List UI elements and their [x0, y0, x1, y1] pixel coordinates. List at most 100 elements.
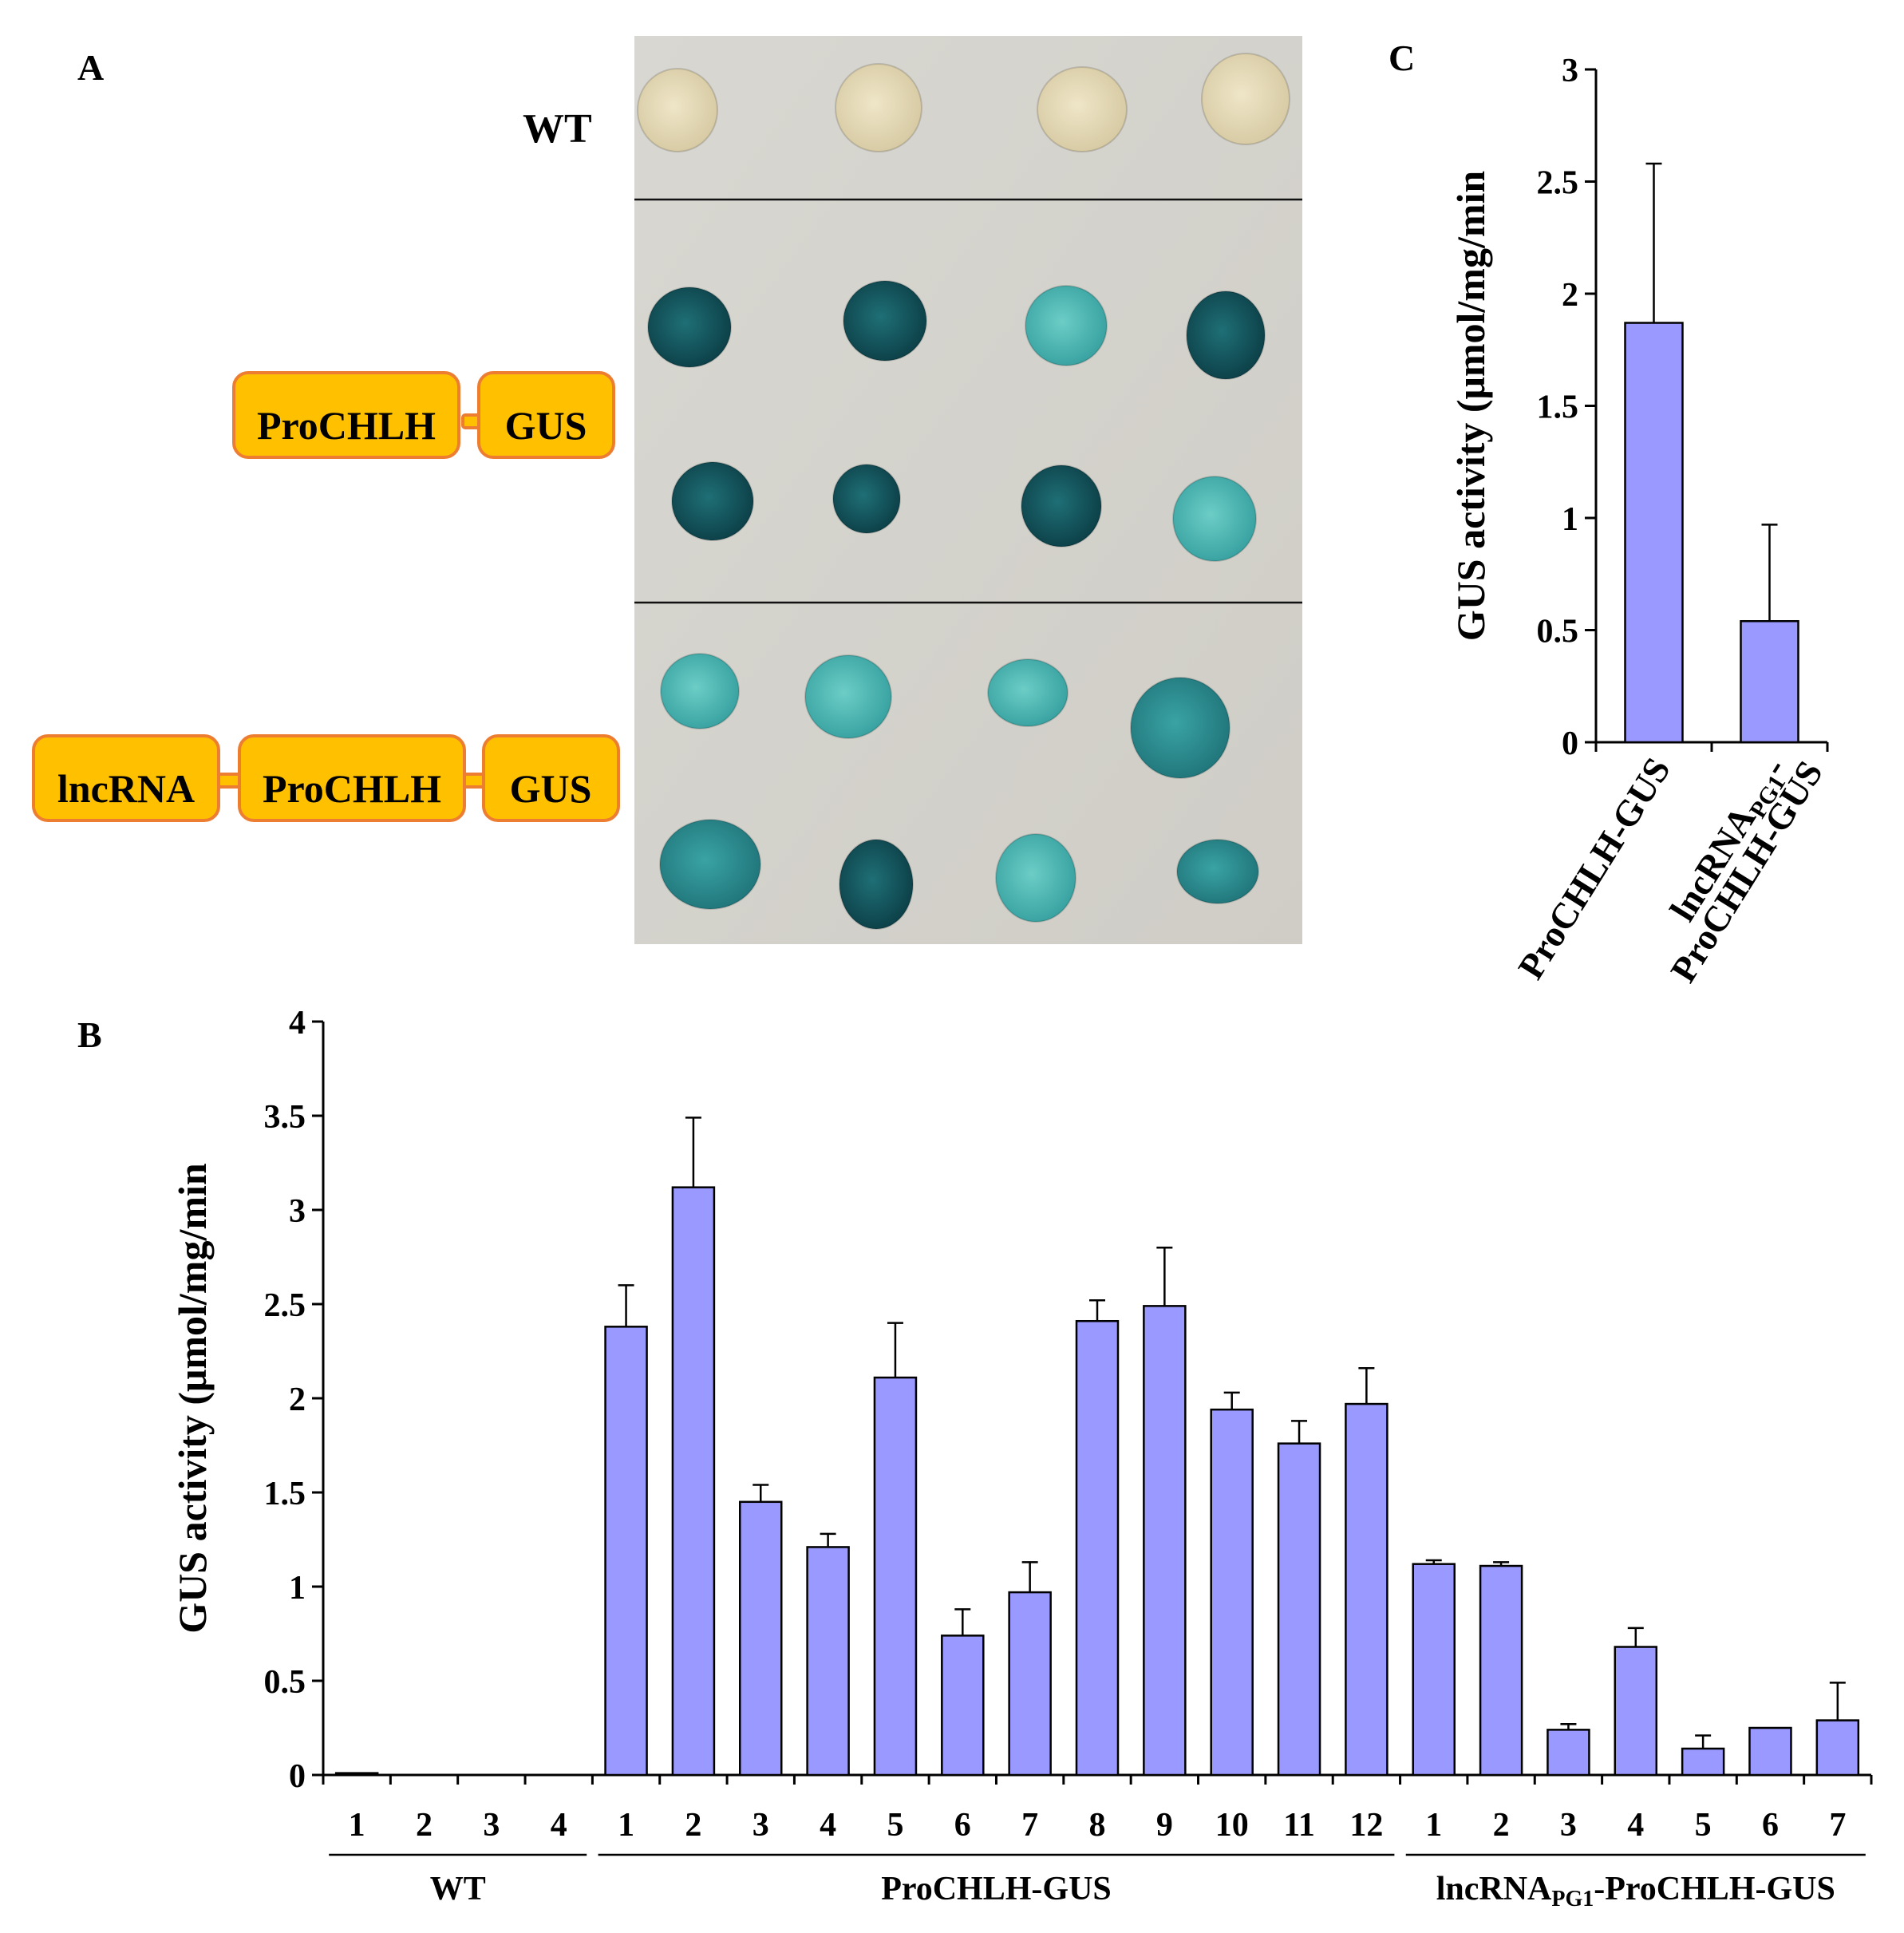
x-tick-label: 4 [1627, 1807, 1644, 1844]
y-tick-label: 1.5 [264, 1476, 306, 1512]
x-tick-label: 9 [1156, 1807, 1173, 1844]
x-tick-label: 1 [349, 1807, 365, 1844]
panel-a-label: A [77, 47, 104, 88]
construct-lncrna-prochlh-gus: lncRNA ProCHLH GUS [32, 734, 620, 822]
bar [671, 1186, 716, 1777]
x-tick-label: 4 [551, 1807, 567, 1844]
bar [604, 1326, 648, 1777]
bar [1748, 1726, 1792, 1777]
y-tick-label: 2.5 [264, 1287, 306, 1324]
group-label: lncRNAPG1-ProCHLH-GUS [1436, 1871, 1835, 1911]
leaf-disc [1201, 53, 1290, 145]
x-tick-label: 5 [1695, 1807, 1712, 1844]
y-tick-label: 0.5 [1537, 614, 1579, 650]
y-tick-label: 1 [289, 1570, 306, 1607]
bar [1740, 620, 1799, 744]
y-tick-label: 0 [1562, 725, 1578, 762]
y-tick-label: 3.5 [264, 1099, 306, 1136]
leaf-disc [671, 461, 754, 541]
group-label-tail: -ProCHLH-GUS [1594, 1871, 1835, 1907]
x-tick-label: 10 [1215, 1807, 1249, 1844]
leaf-disc-photo [634, 36, 1302, 944]
bar [739, 1500, 783, 1777]
x-tick-label: 2 [1493, 1807, 1510, 1844]
chart-b: 0 0.5 1 1.5 2 2.5 3 3.5 4 GUS activity (μmol/mg/m… [170, 1005, 1873, 1911]
x-tick-label: 3 [753, 1807, 769, 1844]
leaf-disc [1021, 464, 1102, 547]
construct-prochlh-gus: ProCHLH GUS [232, 371, 615, 459]
group-label-sub: PG1 [1551, 1887, 1594, 1911]
group-label-main: WT [430, 1871, 486, 1907]
x-tick-label: 1 [1425, 1807, 1442, 1844]
leaf-disc [1186, 291, 1266, 380]
group-label-main: ProCHLH-GUS [881, 1871, 1112, 1907]
leaf-disc [659, 819, 761, 910]
bar [806, 1546, 850, 1777]
panel-c-label: C [1388, 38, 1415, 78]
x-tick-label: 1 [618, 1807, 634, 1844]
y-tick-label: 2.5 [1537, 165, 1579, 202]
bar [1412, 1563, 1456, 1777]
group-label: WT [430, 1871, 486, 1907]
y-axis-label: GUS activity (μmol/mg/min [170, 1163, 215, 1634]
x-tick-label: 2 [416, 1807, 433, 1844]
bar [873, 1376, 918, 1777]
leaf-disc [1130, 677, 1230, 779]
y-tick-label: 0.5 [264, 1664, 306, 1701]
x-tick-label: 11 [1283, 1807, 1315, 1844]
leaf-disc [637, 68, 718, 152]
x-tick-label: 6 [1762, 1807, 1779, 1844]
x-tick-label: 3 [1560, 1807, 1577, 1844]
bar [1075, 1319, 1120, 1777]
prochlh-box [238, 734, 466, 822]
bar [1277, 1442, 1321, 1777]
prochlh-box [232, 371, 460, 459]
bar [1614, 1646, 1658, 1777]
leaf-discs [637, 53, 1290, 930]
gus-label: GUS [505, 403, 587, 448]
y-tick-label: 4 [289, 1005, 306, 1042]
bar [1008, 1591, 1052, 1777]
leaf-disc [1176, 839, 1259, 904]
bar [941, 1635, 985, 1777]
y-tick-label: 3 [1562, 53, 1578, 89]
prochlh-label: ProCHLH [257, 403, 436, 448]
group-label-main: lncRNA [1436, 1871, 1552, 1907]
x-tick-label: 3 [483, 1807, 500, 1844]
leaf-disc [843, 280, 927, 362]
x-tick-label: 7 [1021, 1807, 1038, 1844]
y-axis-label: GUS activity (μmol/mg/min [1448, 171, 1493, 642]
bar [334, 1772, 379, 1777]
leaf-disc [660, 653, 740, 729]
x-tick-label: 7 [1829, 1807, 1846, 1844]
y-tick-label: 3 [289, 1193, 306, 1230]
bar [1547, 1729, 1590, 1777]
bar [1624, 322, 1684, 744]
gus-box [477, 371, 615, 459]
prochlh-label: ProCHLH [263, 766, 441, 811]
x-tick-label: 8 [1089, 1807, 1106, 1844]
leaf-disc [1172, 476, 1257, 562]
y-tick-label: 2 [289, 1382, 306, 1418]
x-tick-label: 12 [1349, 1807, 1383, 1844]
panel-b-label: B [77, 1014, 102, 1055]
bar [1345, 1402, 1388, 1777]
y-tick-label: 1 [1562, 501, 1578, 538]
leaf-disc [987, 658, 1069, 727]
bar [1815, 1719, 1860, 1777]
gus-label: GUS [510, 766, 592, 811]
gus-box [482, 734, 620, 822]
bar [1210, 1408, 1254, 1777]
leaf-disc [835, 63, 922, 152]
wt-row-label: WT [523, 106, 592, 152]
lncrna-box [32, 734, 220, 822]
x-tick-label: 4 [820, 1807, 836, 1844]
y-tick-label: 0 [289, 1758, 306, 1795]
bar [1479, 1564, 1523, 1777]
x-tick-label: 2 [685, 1807, 701, 1844]
leaf-disc [1037, 66, 1128, 152]
chart-c: 0 0.5 1 1.5 2 2.5 3 GUS activity (μmol/mg/min Pr… [1448, 53, 1831, 989]
x-tick-label: ProCHLH-GUS [1510, 750, 1678, 986]
